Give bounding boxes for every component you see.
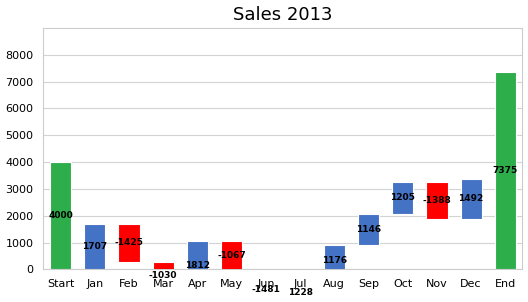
Bar (153, 262, 174, 290)
Bar (426, 182, 448, 219)
Text: 1205: 1205 (390, 193, 415, 202)
Bar (50, 162, 71, 269)
Bar (118, 224, 139, 262)
Bar (495, 72, 516, 269)
Bar (358, 214, 379, 245)
Bar (187, 241, 208, 290)
Bar (84, 224, 106, 269)
Bar (460, 179, 482, 219)
Text: -1030: -1030 (149, 271, 177, 280)
Text: 7375: 7375 (493, 166, 518, 175)
Text: 1812: 1812 (185, 261, 210, 270)
Bar (392, 182, 413, 214)
Bar (324, 245, 345, 276)
Text: 1707: 1707 (82, 242, 107, 251)
Title: Sales 2013: Sales 2013 (233, 5, 333, 24)
Bar (289, 276, 310, 302)
Text: 1228: 1228 (288, 288, 313, 297)
Text: 1146: 1146 (356, 225, 381, 234)
Text: -1481: -1481 (251, 285, 280, 294)
Text: 4000: 4000 (48, 211, 73, 220)
Text: 1492: 1492 (458, 194, 484, 204)
Bar (255, 270, 277, 302)
Text: -1388: -1388 (422, 196, 451, 205)
Text: -1425: -1425 (115, 238, 144, 247)
Text: -1067: -1067 (217, 251, 246, 260)
Bar (221, 241, 242, 270)
Text: 1176: 1176 (322, 256, 347, 265)
